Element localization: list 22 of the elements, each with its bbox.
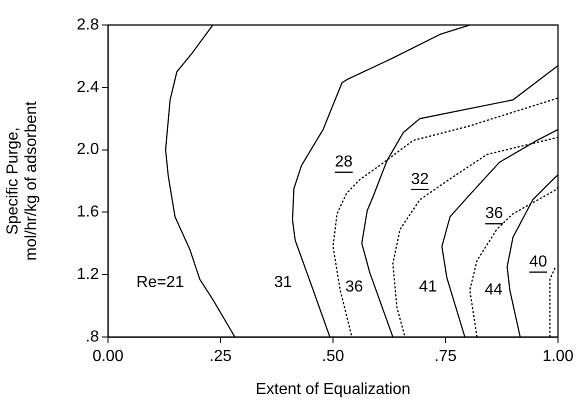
series-label: 44 — [484, 282, 503, 299]
y-tick-label: 2.4 — [76, 78, 100, 96]
series-label: Re=21 — [136, 274, 184, 291]
series-label: 36 — [485, 205, 504, 222]
x-tick-label: 0.00 — [92, 348, 124, 366]
y-tick-label: 2.0 — [76, 141, 100, 158]
series-label: 40 — [529, 254, 548, 271]
x-axis-title: Extent of Equalization — [256, 380, 410, 398]
x-tick-label: .50 — [322, 348, 344, 366]
x-tick-label: .75 — [434, 348, 457, 366]
series-label: 41 — [419, 278, 437, 296]
x-tick-label: 1.00 — [542, 348, 574, 366]
x-tick-label: .25 — [209, 348, 232, 366]
series-label: 28 — [334, 154, 353, 171]
y-tick-label: 1.2 — [76, 266, 100, 284]
y-tick-label: 2.8 — [76, 16, 100, 34]
y-tick-label: 1.6 — [76, 204, 100, 221]
y-axis-title: Specific Purge, mol/hr/kg of adsorbent — [4, 100, 40, 261]
y-tick-label: .8 — [86, 328, 100, 346]
series-label: 31 — [274, 274, 292, 291]
series-label: 36 — [345, 278, 364, 296]
series-label: 32 — [410, 170, 429, 188]
